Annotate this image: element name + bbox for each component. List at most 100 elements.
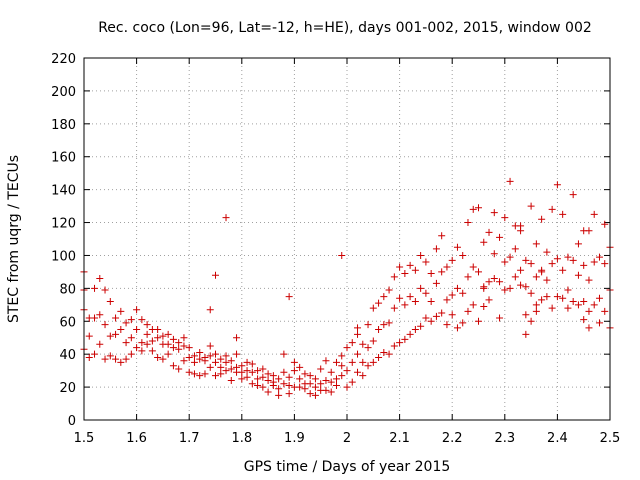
data-point	[154, 353, 162, 361]
data-point	[364, 344, 372, 352]
data-point	[264, 377, 272, 385]
data-point	[511, 245, 519, 253]
data-point	[585, 276, 593, 284]
data-point	[133, 306, 141, 314]
data-point	[254, 381, 262, 389]
data-point	[517, 281, 525, 289]
data-point	[574, 271, 582, 279]
data-point	[259, 373, 267, 381]
x-tick-label: 2.4	[547, 431, 568, 446]
data-point	[595, 319, 603, 327]
data-point	[443, 263, 451, 271]
data-point	[406, 330, 414, 338]
data-point	[169, 344, 177, 352]
data-point	[527, 202, 535, 210]
data-point	[101, 321, 109, 329]
data-point	[227, 377, 235, 385]
data-point	[133, 326, 141, 333]
data-point	[348, 339, 356, 347]
data-point	[422, 289, 430, 297]
data-point	[453, 284, 461, 292]
data-point	[559, 210, 567, 218]
data-point	[196, 349, 204, 357]
data-point	[148, 347, 156, 355]
data-point	[601, 260, 609, 268]
data-point	[390, 342, 398, 350]
data-point	[143, 330, 151, 338]
data-point	[559, 294, 567, 302]
data-point	[422, 258, 430, 266]
data-point	[259, 383, 267, 391]
data-point	[117, 307, 125, 315]
data-point	[275, 385, 283, 393]
data-point	[185, 344, 193, 352]
data-point	[532, 273, 540, 281]
data-point	[164, 340, 172, 348]
data-point	[159, 355, 167, 363]
data-point	[538, 296, 546, 304]
data-point	[248, 360, 256, 368]
data-point	[222, 214, 230, 222]
y-tick-label: 100	[51, 249, 76, 264]
data-point	[322, 357, 330, 365]
data-point	[427, 270, 435, 278]
data-point	[427, 317, 435, 325]
data-point	[185, 368, 193, 376]
y-tick-label: 220	[51, 52, 76, 67]
y-axis-ticks: 0 20 40 60 80 100 120 140 160 180 200 220	[51, 52, 610, 429]
data-point	[91, 350, 99, 358]
data-point	[553, 181, 561, 189]
data-point	[196, 355, 204, 363]
data-point	[206, 363, 214, 371]
data-point	[411, 266, 419, 274]
data-point	[117, 358, 125, 366]
data-point	[106, 298, 114, 306]
data-point	[269, 372, 277, 380]
data-point	[538, 215, 546, 223]
data-point	[201, 353, 209, 361]
data-point	[148, 337, 156, 345]
data-point	[527, 317, 535, 325]
data-point	[175, 365, 183, 373]
data-point	[332, 358, 340, 366]
data-point	[122, 319, 130, 327]
data-point	[453, 243, 461, 251]
data-point	[127, 334, 135, 342]
data-point	[480, 238, 488, 246]
data-point	[322, 386, 330, 394]
data-point	[227, 365, 235, 373]
data-point	[585, 324, 593, 332]
data-point	[532, 240, 540, 248]
data-point	[401, 335, 409, 343]
data-point	[601, 307, 609, 315]
data-point	[401, 270, 409, 278]
data-point	[238, 368, 246, 376]
data-point	[480, 302, 488, 310]
data-point	[543, 248, 551, 256]
data-point	[385, 319, 393, 327]
data-point	[417, 251, 425, 259]
data-point	[348, 378, 356, 386]
data-point	[243, 373, 251, 381]
data-point	[453, 324, 461, 332]
data-point	[254, 367, 262, 375]
data-point	[180, 334, 188, 342]
data-point	[506, 284, 514, 292]
data-point	[443, 296, 451, 304]
y-tick-label: 20	[59, 381, 76, 396]
data-point	[517, 222, 525, 230]
data-point	[154, 326, 162, 333]
data-point	[343, 344, 351, 352]
data-point	[138, 347, 146, 355]
data-point	[464, 307, 472, 315]
x-axis-label: GPS time / Days of year 2015	[244, 459, 451, 475]
data-point	[296, 375, 304, 383]
data-point	[332, 381, 340, 389]
data-point	[112, 314, 120, 322]
data-point	[553, 255, 561, 263]
data-point	[306, 380, 314, 388]
data-point	[475, 317, 482, 325]
data-point	[585, 227, 593, 235]
data-point	[590, 210, 598, 218]
data-point	[264, 388, 272, 396]
